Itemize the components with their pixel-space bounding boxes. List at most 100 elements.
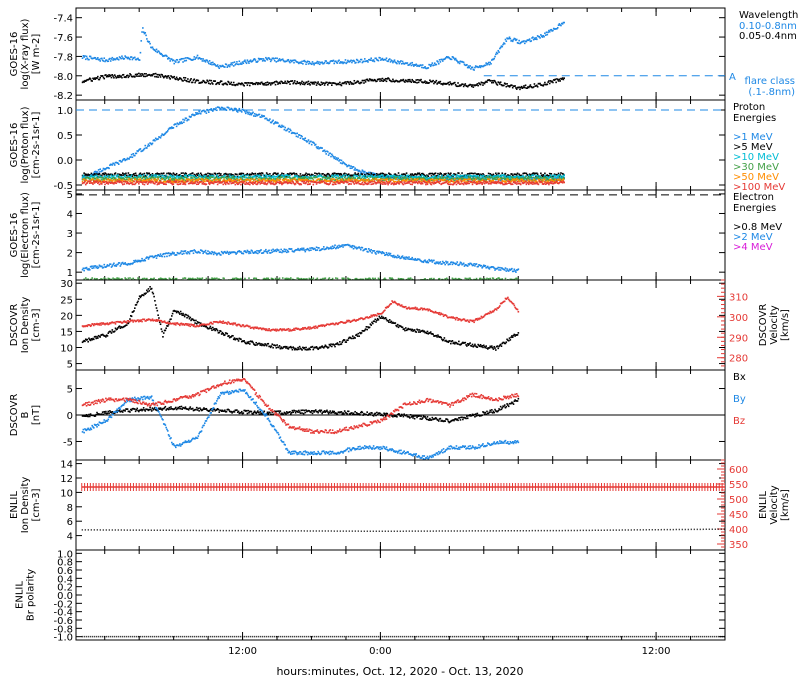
data-point: [147, 180, 150, 183]
data-point: [489, 173, 492, 175]
data-point: [167, 180, 170, 182]
data-point: [336, 173, 339, 175]
data-point: [508, 175, 511, 178]
data-point: [227, 173, 229, 176]
data-point: [332, 59, 335, 62]
data-point: [449, 81, 451, 83]
data-point: [253, 182, 256, 185]
data-point: [471, 175, 474, 178]
data-point: [113, 179, 115, 181]
data-point: [527, 176, 529, 179]
data-point: [390, 179, 393, 181]
data-point: [341, 174, 344, 177]
data-point: [426, 179, 429, 181]
data-point: [263, 176, 266, 178]
data-point: [134, 56, 136, 59]
data-point: [348, 177, 351, 179]
data-point: [562, 175, 565, 177]
data-point: [396, 181, 398, 183]
data-point: [343, 82, 345, 85]
data-point: [550, 176, 553, 178]
data-point: [175, 172, 178, 175]
data-point: [340, 159, 343, 162]
data-point: [140, 150, 143, 153]
data-point: [403, 63, 405, 65]
data-point: [437, 178, 439, 181]
data-point: [285, 60, 288, 63]
data-point: [387, 183, 389, 186]
data-point: [491, 181, 493, 184]
data-point: [377, 175, 380, 177]
data-point: [352, 174, 355, 177]
data-point: [561, 176, 564, 178]
data-point: [290, 80, 293, 83]
data-point: [314, 176, 317, 179]
data-point: [241, 82, 244, 85]
data-point: [415, 63, 418, 66]
data-point: [258, 181, 261, 184]
data-point: [557, 80, 560, 82]
data-point: [338, 182, 340, 184]
data-point: [109, 176, 111, 179]
data-point: [294, 175, 297, 177]
data-point: [140, 40, 143, 42]
data-point: [341, 179, 344, 181]
data-point: [269, 58, 271, 61]
data-point: [138, 59, 140, 61]
data-point: [272, 57, 274, 60]
data-point: [217, 66, 220, 68]
data-point: [269, 175, 272, 178]
data-point: [452, 56, 455, 59]
data-point: [240, 83, 242, 86]
data-point: [212, 181, 214, 183]
data-point: [337, 157, 340, 160]
data-point: [509, 182, 512, 185]
data-point: [187, 80, 190, 83]
data-point: [163, 55, 166, 57]
data-point: [532, 176, 535, 179]
data-point: [313, 176, 315, 179]
data-point: [271, 120, 274, 123]
data-point: [452, 183, 455, 186]
data-point: [131, 175, 134, 178]
data-point: [548, 179, 550, 181]
data-point: [517, 86, 520, 89]
data-point: [531, 173, 533, 176]
data-point: [442, 82, 445, 85]
data-point: [485, 175, 487, 177]
data-point: [477, 176, 479, 178]
data-point: [198, 178, 200, 180]
data-point: [252, 175, 254, 178]
data-point: [88, 78, 90, 81]
data-point: [360, 183, 363, 185]
data-point: [538, 180, 541, 182]
data-point: [228, 177, 230, 180]
data-point: [94, 170, 97, 173]
data-point: [467, 180, 470, 183]
data-point: [400, 174, 402, 177]
data-point: [231, 182, 233, 184]
data-point: [277, 122, 279, 124]
data-point: [226, 180, 229, 182]
data-point: [185, 79, 188, 82]
data-point: [192, 58, 195, 61]
data-point: [205, 112, 208, 114]
data-point: [446, 179, 449, 182]
data-point: [160, 73, 163, 76]
data-point: [450, 58, 453, 61]
data-point: [358, 176, 360, 179]
data-point: [288, 131, 290, 133]
data-point: [167, 178, 170, 181]
data-point: [166, 180, 169, 182]
data-point: [275, 122, 278, 124]
data-point: [156, 183, 159, 186]
data-point: [323, 149, 326, 152]
data-point: [450, 180, 453, 182]
data-point: [337, 172, 340, 175]
data-point: [331, 175, 333, 177]
data-point: [474, 65, 477, 67]
data-point: [246, 182, 249, 185]
data-point: [454, 58, 456, 61]
data-point: [495, 178, 497, 181]
data-point: [537, 35, 540, 38]
